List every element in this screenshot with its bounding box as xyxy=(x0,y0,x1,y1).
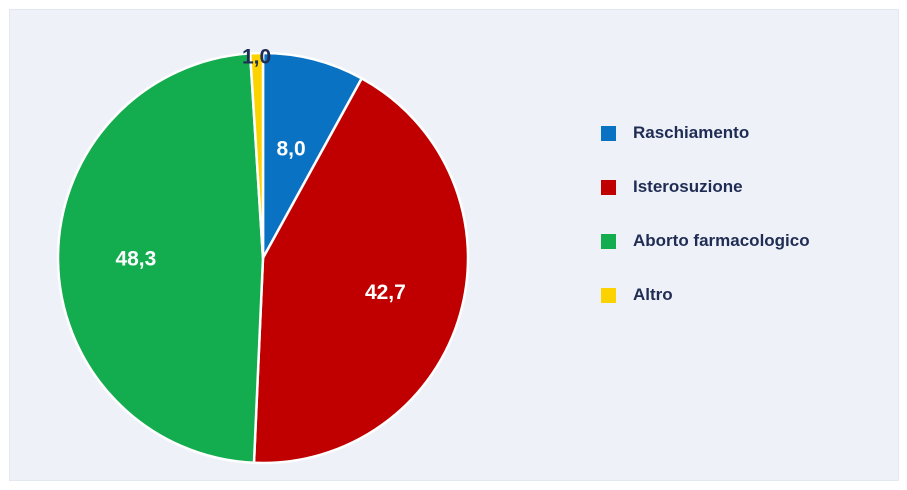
legend-swatch-aborto-farmacologico xyxy=(601,233,616,249)
legend-item-aborto-farmacologico: Aborto farmacologico xyxy=(601,214,810,268)
pie-chart: 8,0 42,7 48,3 1,0 xyxy=(56,46,470,465)
legend-swatch-raschiamento xyxy=(601,125,616,141)
data-label-isterosuzione: 42,7 xyxy=(365,281,406,304)
pie-slice-isterosuzione xyxy=(252,77,470,465)
legend-item-isterosuzione: Isterosuzione xyxy=(601,160,810,214)
legend-swatch-altro xyxy=(601,287,616,303)
legend-item-raschiamento: Raschiamento xyxy=(601,106,810,160)
legend-label-altro: Altro xyxy=(633,285,673,304)
data-label-raschiamento: 8,0 xyxy=(276,137,305,160)
legend-swatch-isterosuzione xyxy=(601,179,616,195)
legend-label-raschiamento: Raschiamento xyxy=(633,123,750,142)
pie-slice-raschiamento xyxy=(261,51,364,260)
data-label-aborto-farmacologico: 48,3 xyxy=(115,248,156,271)
chart-frame: 8,0 42,7 48,3 1,0 Raschiamento Isterosuzion… xyxy=(9,9,899,481)
data-label-altro: 1,0 xyxy=(242,46,271,69)
pie-slice-altro xyxy=(248,51,265,260)
legend-item-altro: Altro xyxy=(601,268,810,322)
legend: Raschiamento Isterosuzione Aborto farmac… xyxy=(601,106,810,322)
legend-label-aborto-farmacologico: Aborto farmacologico xyxy=(633,231,810,250)
legend-label-isterosuzione: Isterosuzione xyxy=(633,177,743,196)
pie-slice-aborto-farmacologico xyxy=(56,52,265,465)
